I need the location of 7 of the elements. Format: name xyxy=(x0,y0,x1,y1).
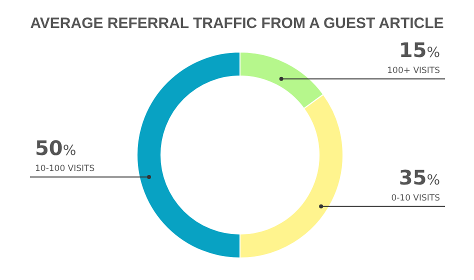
data-label: 15% xyxy=(398,38,440,62)
data-label: 35% xyxy=(398,165,440,190)
slice-label: 100+ VISITS xyxy=(387,66,440,76)
chart-title: AVERAGE REFERRAL TRAFFIC FROM A GUEST ARTICLE xyxy=(30,15,444,32)
slice-label: 0-10 VISITS xyxy=(391,193,440,204)
slice-label: 10-100 VISITS xyxy=(35,164,95,174)
data-label: 50% xyxy=(35,136,76,160)
